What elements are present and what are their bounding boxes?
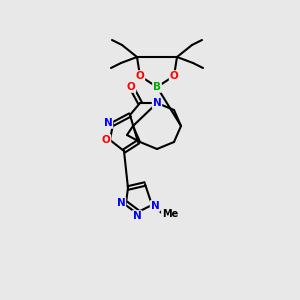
Text: N: N [117, 198, 125, 208]
Text: N: N [153, 98, 161, 108]
Text: O: O [127, 82, 135, 92]
Text: Me: Me [162, 209, 178, 219]
Text: O: O [169, 71, 178, 81]
Text: N: N [151, 201, 159, 211]
Text: N: N [103, 118, 112, 128]
Text: B: B [153, 82, 161, 92]
Text: N: N [133, 211, 141, 221]
Text: O: O [102, 135, 110, 145]
Text: O: O [136, 71, 144, 81]
